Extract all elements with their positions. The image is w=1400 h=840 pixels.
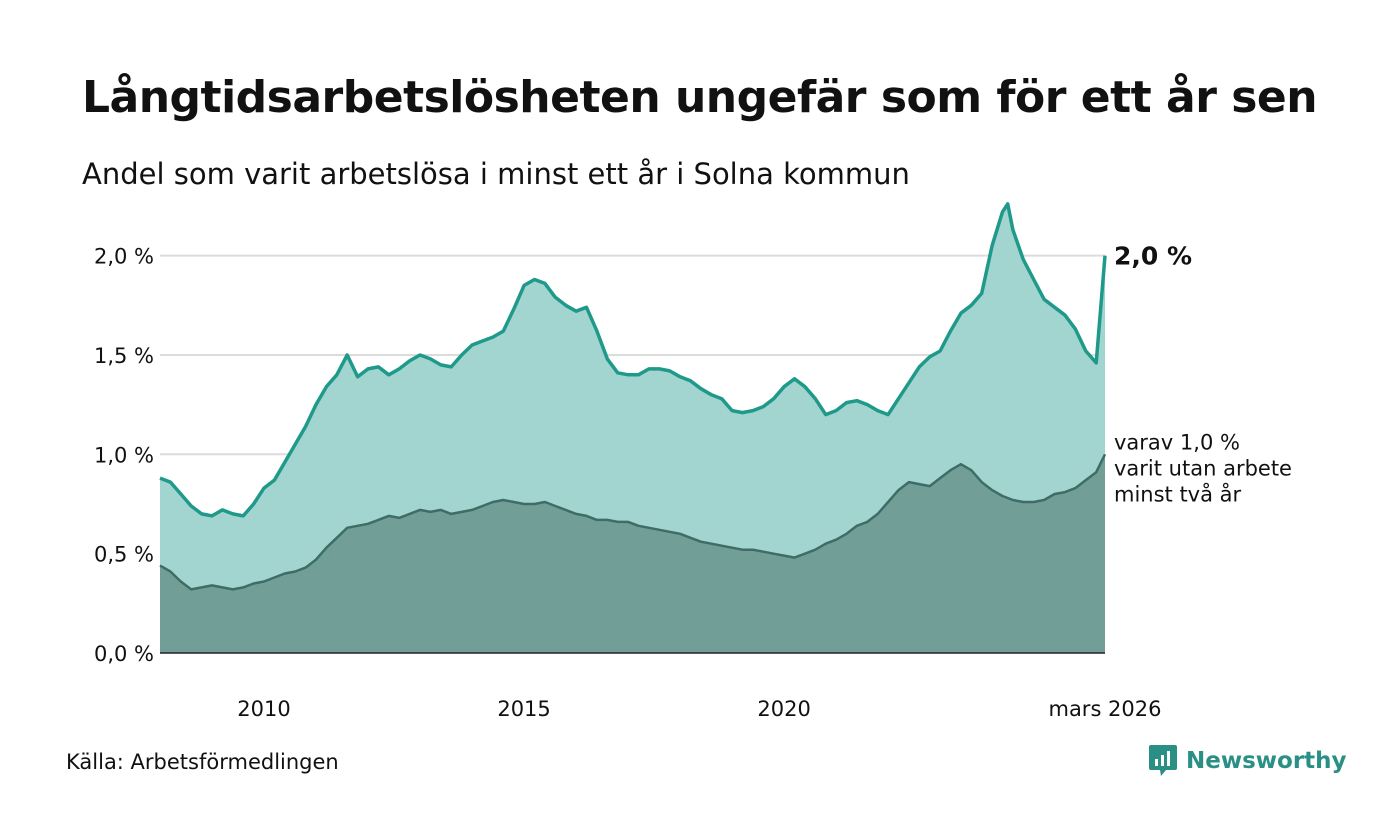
end-label-main: 2,0 % [1114, 242, 1192, 271]
y-tick-label: 0,5 % [94, 543, 154, 567]
y-tick-label: 0,0 % [94, 642, 154, 666]
end-label-sub-line: varit utan arbete [1114, 456, 1292, 480]
tick-labels: 0,0 % 0,5 % 1,0 % 1,5 % 2,0 % 2010 2015 2020 mar… [94, 242, 1292, 721]
series-lines [159, 202, 1107, 654]
series-line-main [159, 202, 1107, 518]
y-tick-label: 1,0 % [94, 443, 154, 467]
newsworthy-logo-icon [1149, 745, 1177, 776]
series-area-sub [160, 454, 1105, 653]
x-tick-label: 2020 [757, 697, 810, 721]
areas [160, 203, 1105, 653]
series-line-sub [159, 453, 1107, 591]
x-tick-label: mars 2026 [1048, 697, 1161, 721]
x-tick-label: 2010 [237, 697, 290, 721]
y-tick-label: 1,5 % [94, 344, 154, 368]
source-note: Källa: Arbetsförmedlingen [66, 750, 339, 774]
end-label-sub-line: minst två år [1114, 481, 1242, 506]
chart-title: Långtidsarbetslösheten ungefär som för e… [82, 72, 1318, 123]
x-tick-label: 2015 [497, 697, 550, 721]
brand-name: Newsworthy [1186, 748, 1347, 774]
chart-subtitle: Andel som varit arbetslösa i minst ett å… [82, 157, 910, 191]
brand-logo: Newsworthy [1148, 744, 1347, 778]
end-label-sub-line: varav 1,0 % [1114, 430, 1240, 454]
y-tick-label: 2,0 % [94, 245, 154, 269]
